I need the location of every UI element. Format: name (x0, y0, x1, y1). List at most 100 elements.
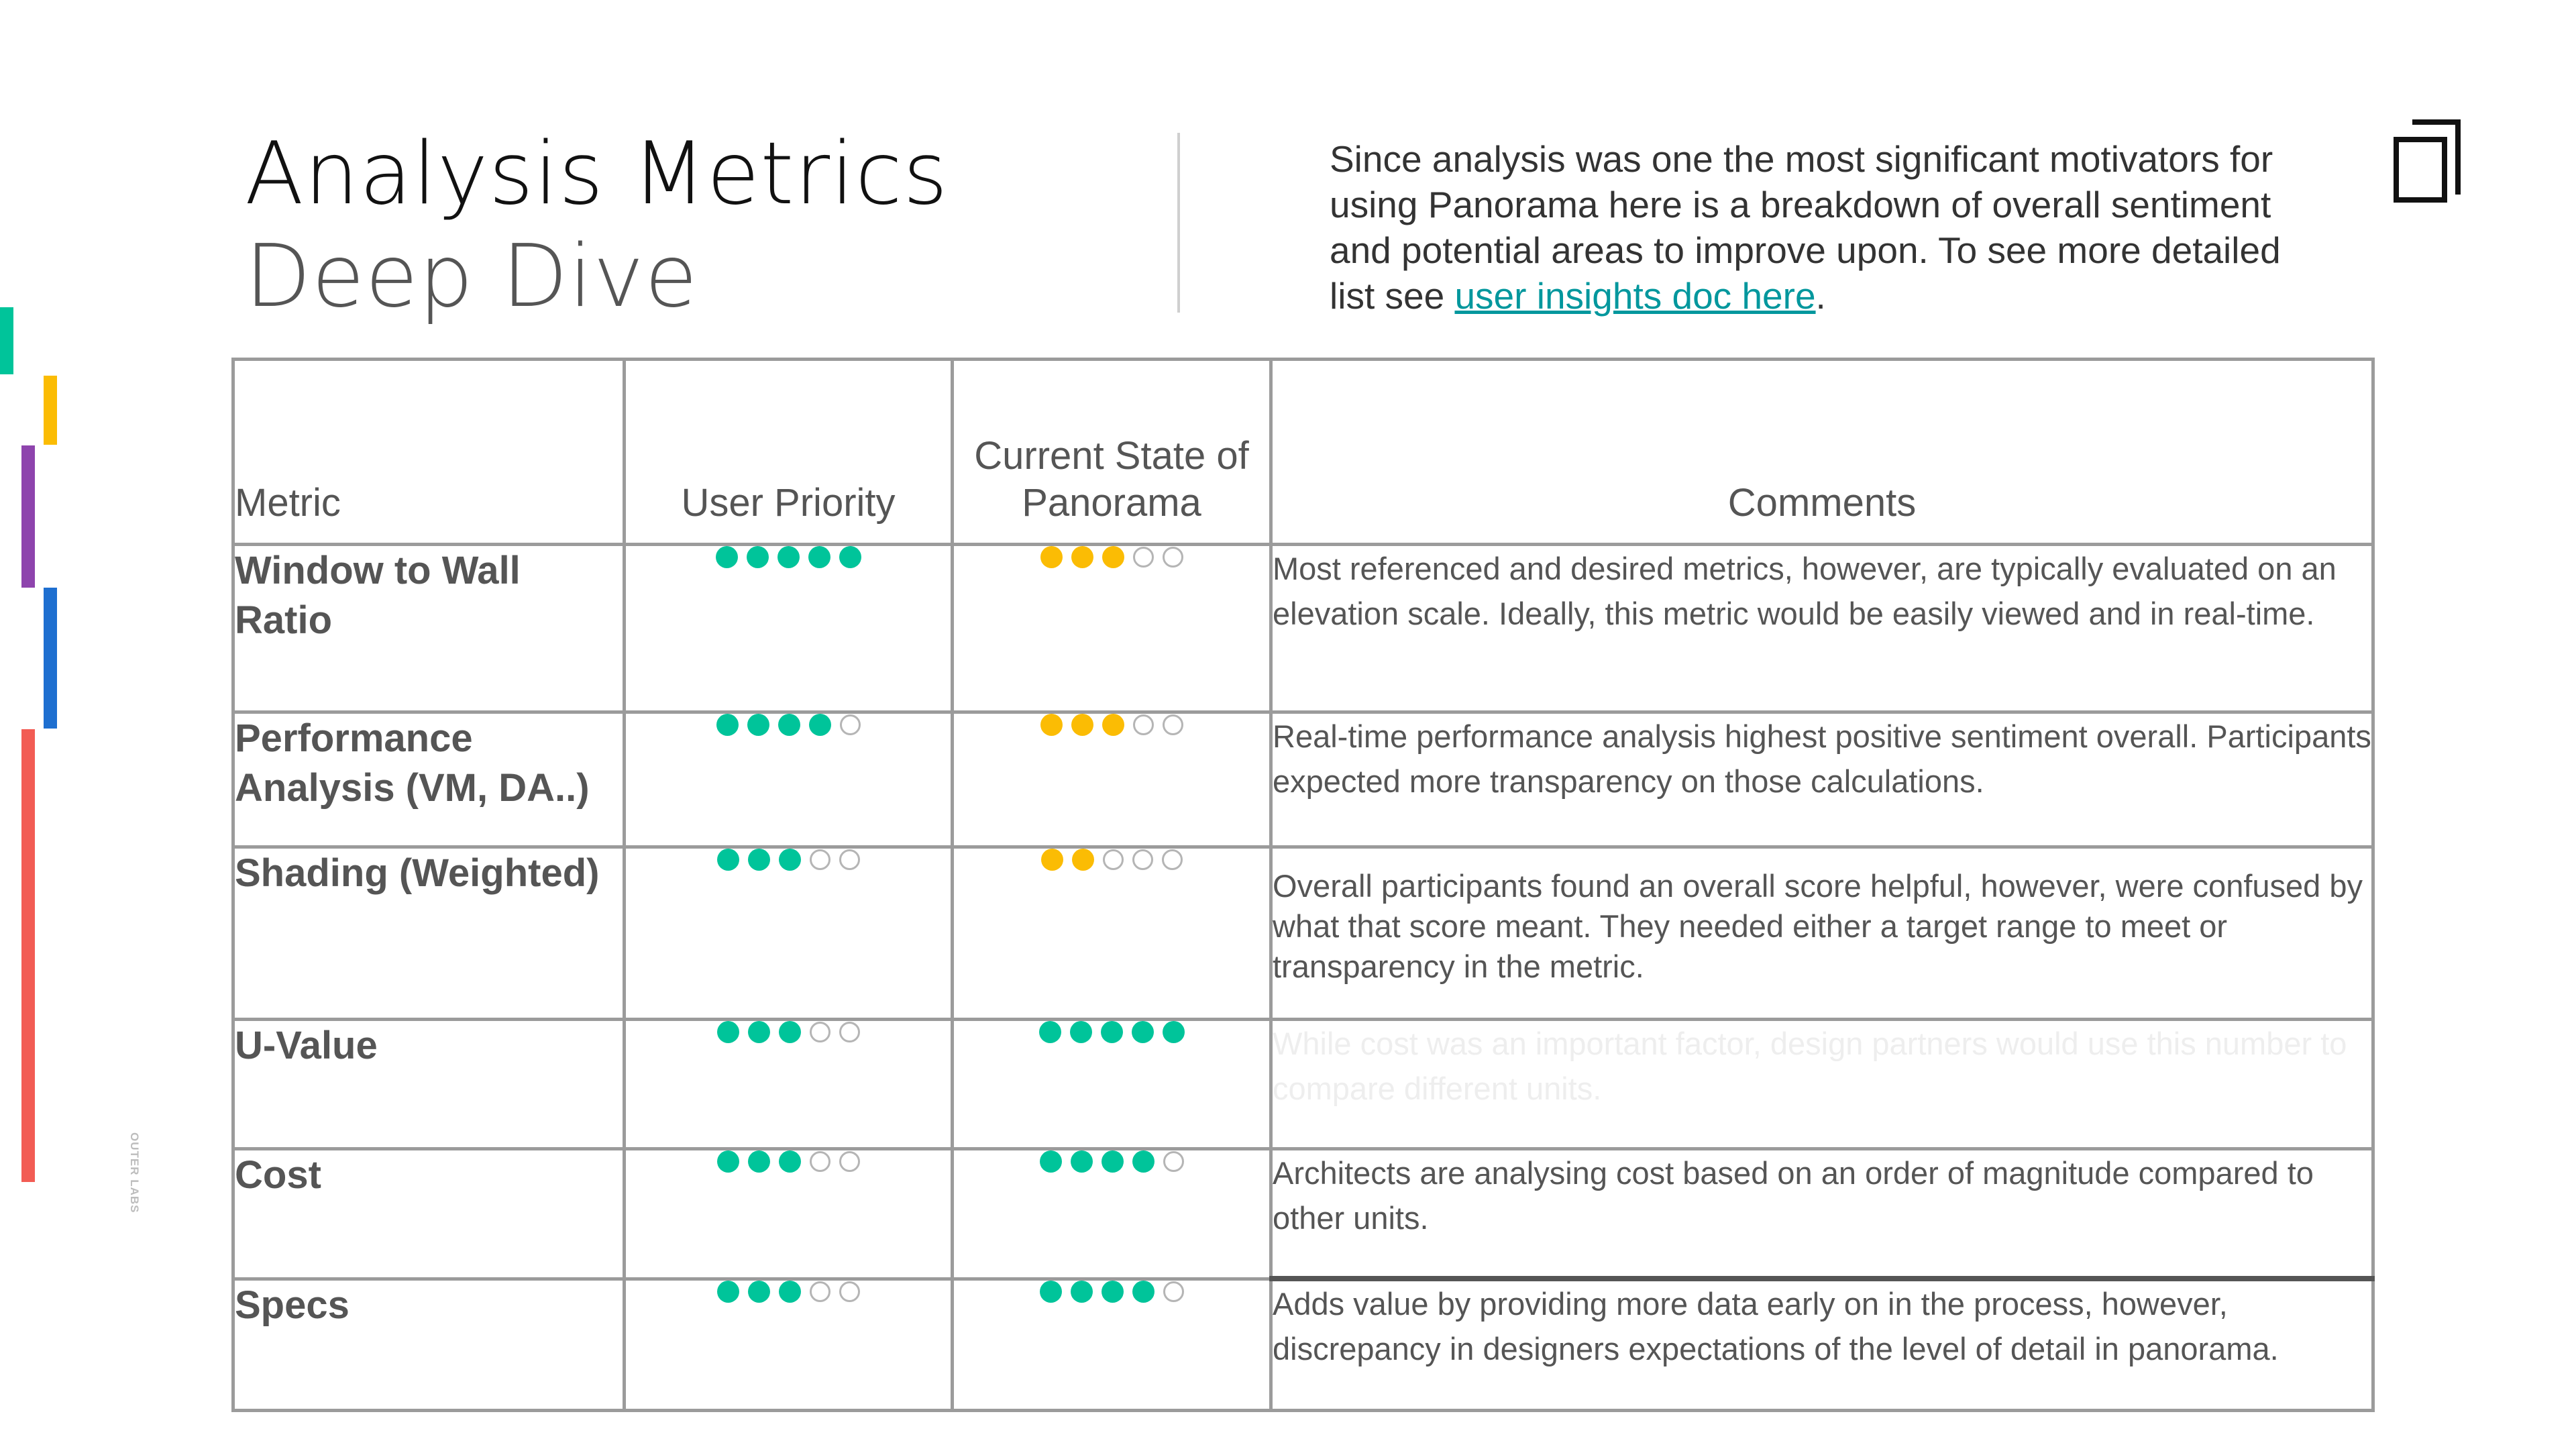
rating-dots (716, 1021, 860, 1043)
filled-rating-dot-icon (1039, 1280, 1062, 1303)
filled-rating-dot-icon (1040, 714, 1063, 736)
filled-rating-dot-icon (839, 546, 861, 568)
empty-rating-dot-icon (1163, 1281, 1184, 1302)
filled-rating-dot-icon (1071, 546, 1093, 568)
comment: Most referenced and desired metrics, how… (1269, 543, 2375, 714)
metric-name: Shading (Weighted) (231, 845, 626, 1021)
rating-dots (1040, 849, 1183, 871)
empty-rating-dot-icon (809, 1151, 830, 1172)
rating-dots (1038, 1021, 1185, 1043)
outer-labs-logo-icon (2394, 119, 2461, 203)
metric-name: Cost (231, 1147, 626, 1281)
comment: Adds value by providing more data early … (1269, 1277, 2375, 1412)
empty-rating-dot-icon (1163, 1151, 1184, 1172)
accent-bar-purple (21, 445, 35, 588)
filled-rating-dot-icon (778, 1150, 801, 1173)
current-state-rating (951, 1018, 1273, 1150)
logo-front-frame (2394, 137, 2447, 203)
filled-rating-dot-icon (716, 714, 739, 736)
filled-rating-dot-icon (1070, 1150, 1093, 1173)
rating-dots (1039, 1150, 1184, 1173)
empty-rating-dot-icon (839, 1281, 860, 1302)
header-comments: Comments (1269, 358, 2375, 546)
user-insights-link[interactable]: user insights doc here (1454, 275, 1816, 317)
filled-rating-dot-icon (716, 1280, 739, 1303)
table-row: Performance Analysis (VM, DA..) Real-tim… (231, 710, 2375, 849)
filled-rating-dot-icon (747, 1150, 770, 1173)
rating-dots (1040, 714, 1183, 736)
user-priority-rating (623, 1277, 954, 1412)
empty-rating-dot-icon (839, 714, 861, 735)
rating-dots (716, 714, 861, 736)
filled-rating-dot-icon (747, 1021, 770, 1043)
header-current-state: Current State of Panorama (951, 358, 1273, 546)
filled-rating-dot-icon (1131, 1021, 1154, 1043)
filled-rating-dot-icon (1162, 1021, 1185, 1043)
accent-bar-teal (0, 307, 13, 374)
filled-rating-dot-icon (747, 714, 769, 736)
filled-rating-dot-icon (1038, 1021, 1061, 1043)
intro-end: . (1815, 275, 1826, 317)
user-priority-rating (623, 1147, 954, 1281)
user-priority-rating (623, 543, 954, 714)
metric-name: Window to Wall Ratio (231, 543, 626, 714)
rating-dots (716, 1150, 860, 1173)
metrics-table: Metric User Priority Current State of Pa… (231, 358, 2375, 1412)
empty-rating-dot-icon (1162, 714, 1183, 735)
rating-dots (716, 849, 860, 871)
filled-rating-dot-icon (1039, 1150, 1062, 1173)
filled-rating-dot-icon (1040, 546, 1063, 568)
empty-rating-dot-icon (809, 1022, 830, 1042)
empty-rating-dot-icon (839, 1151, 860, 1172)
accent-bar-blue (44, 588, 57, 729)
filled-rating-dot-icon (716, 1021, 739, 1043)
intro-text: Since analysis was one the most signific… (1330, 138, 2281, 317)
filled-rating-dot-icon (808, 714, 831, 736)
header-metric: Metric (231, 358, 626, 546)
filled-rating-dot-icon (1102, 714, 1124, 736)
table-row: Cost Architects are analysing cost based… (231, 1147, 2375, 1281)
empty-rating-dot-icon (1162, 547, 1183, 568)
table-row: Window to Wall Ratio Most referenced and… (231, 543, 2375, 714)
metric-name: Specs (231, 1277, 626, 1412)
filled-rating-dot-icon (1071, 849, 1094, 871)
metric-name: Performance Analysis (VM, DA..) (231, 710, 626, 849)
empty-rating-dot-icon (1102, 849, 1124, 870)
header-user-priority: User Priority (623, 358, 954, 546)
table-row: U-Value While cost was an important fact… (231, 1018, 2375, 1150)
accent-bar-yellow (44, 376, 57, 445)
filled-rating-dot-icon (716, 1150, 739, 1173)
filled-rating-dot-icon (1101, 1280, 1124, 1303)
current-state-rating (951, 845, 1273, 1021)
rating-dots (716, 1280, 860, 1303)
accent-bar-red (21, 729, 35, 1182)
current-state-rating (951, 1277, 1273, 1412)
table-row: Specs Adds value by providing more data … (231, 1277, 2375, 1412)
filled-rating-dot-icon (778, 1021, 801, 1043)
rating-dots (1039, 1280, 1184, 1303)
page-title: Analysis Metrics (245, 124, 949, 224)
logo-back-frame (2412, 119, 2461, 195)
metric-name: U-Value (231, 1018, 626, 1150)
filled-rating-dot-icon (777, 546, 800, 568)
table-header-row: Metric User Priority Current State of Pa… (231, 358, 2375, 546)
empty-rating-dot-icon (839, 1022, 860, 1042)
current-state-rating (951, 710, 1273, 849)
comment: Real-time performance analysis highest p… (1269, 710, 2375, 849)
comment: While cost was an important factor, desi… (1269, 1018, 2375, 1150)
filled-rating-dot-icon (1132, 1280, 1155, 1303)
user-priority-rating (623, 845, 954, 1021)
intro-paragraph: Since analysis was one the most signific… (1330, 136, 2309, 319)
header-divider (1177, 133, 1180, 313)
outer-labs-label: OUTER LABS (128, 1132, 141, 1214)
filled-rating-dot-icon (778, 1280, 801, 1303)
current-state-rating (951, 543, 1273, 714)
filled-rating-dot-icon (1100, 1021, 1123, 1043)
filled-rating-dot-icon (747, 849, 770, 871)
filled-rating-dot-icon (715, 546, 738, 568)
empty-rating-dot-icon (809, 849, 830, 870)
user-priority-rating (623, 710, 954, 849)
table-row: Shading (Weighted) Overall participants … (231, 845, 2375, 1021)
filled-rating-dot-icon (1102, 546, 1124, 568)
empty-rating-dot-icon (809, 1281, 830, 1302)
